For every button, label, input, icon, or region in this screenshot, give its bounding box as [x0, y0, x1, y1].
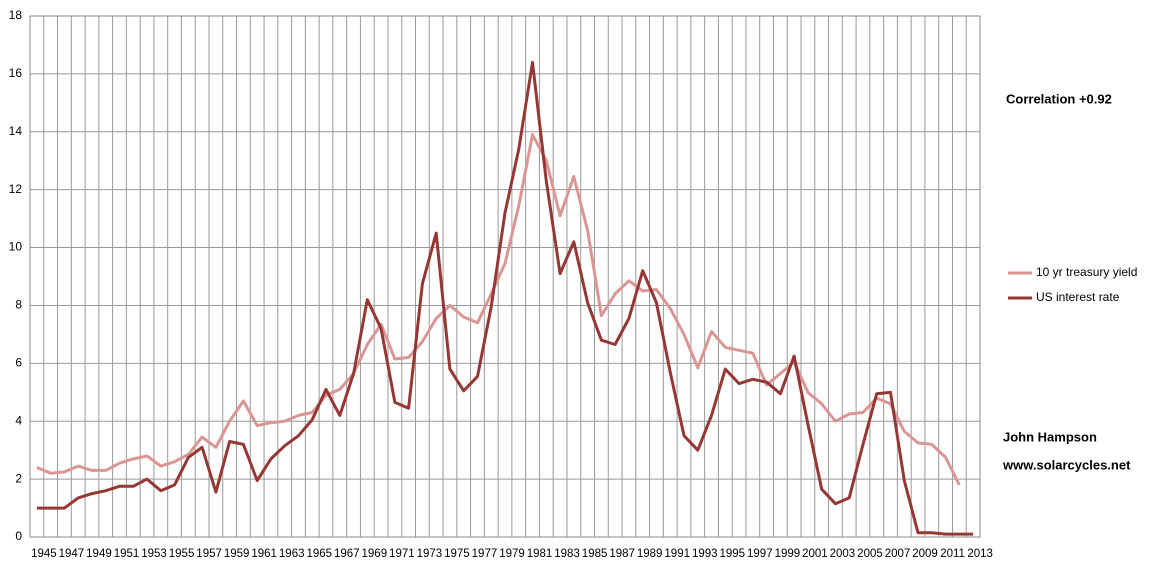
x-tick-label: 1961 [251, 548, 277, 560]
y-tick-label: 10 [9, 240, 23, 254]
y-tick-label: 0 [15, 529, 22, 543]
x-tick-label: 1955 [169, 548, 195, 560]
x-tick-label: 1977 [472, 548, 498, 560]
annotation: Correlation +0.92 [1006, 91, 1112, 106]
x-tick-label: 1971 [389, 548, 415, 560]
y-tick-label: 8 [15, 298, 22, 312]
x-tick-label: 1997 [747, 548, 773, 560]
annotation: John Hampson [1003, 429, 1097, 444]
y-tick-label: 14 [9, 124, 23, 138]
x-tick-label: 1973 [417, 548, 443, 560]
x-tick-label: 1999 [775, 548, 801, 560]
y-tick-label: 18 [9, 8, 23, 22]
y-tick-label: 16 [9, 66, 23, 80]
x-tick-label: 2009 [912, 548, 938, 560]
x-tick-label: 2007 [885, 548, 911, 560]
x-tick-label: 1947 [59, 548, 85, 560]
legend-label: 10 yr treasury yield [1036, 265, 1137, 279]
x-tick-label: 1963 [279, 548, 305, 560]
annotation: www.solarcycles.net [1002, 457, 1131, 472]
x-tick-label: 1953 [141, 548, 167, 560]
y-tick-label: 2 [15, 471, 22, 485]
x-tick-label: 1969 [362, 548, 388, 560]
x-tick-label: 1975 [444, 548, 470, 560]
series-line [36, 133, 961, 486]
legend-label: US interest rate [1036, 290, 1120, 304]
x-tick-label: 2003 [830, 548, 856, 560]
x-tick-label: 1981 [527, 548, 553, 560]
x-tick-label: 2013 [967, 548, 993, 560]
x-tick-label: 1989 [637, 548, 663, 560]
x-tick-label: 1951 [114, 548, 140, 560]
y-tick-label: 12 [9, 182, 23, 196]
x-tick-label: 2005 [857, 548, 883, 560]
x-tick-label: 2011 [940, 548, 965, 560]
x-tick-label: 1949 [86, 548, 112, 560]
x-tick-label: 1983 [554, 548, 580, 560]
x-tick-label: 1967 [334, 548, 360, 560]
x-tick-label: 1991 [664, 548, 690, 560]
x-tick-label: 1993 [692, 548, 718, 560]
plot-border [29, 15, 981, 538]
x-tick-label: 1987 [609, 548, 635, 560]
x-tick-label: 1957 [196, 548, 222, 560]
x-tick-label: 2001 [802, 548, 828, 560]
x-tick-label: 1995 [719, 548, 745, 560]
y-tick-label: 6 [15, 356, 22, 370]
y-tick-label: 4 [15, 413, 22, 427]
x-tick-label: 1985 [582, 548, 608, 560]
x-tick-label: 1965 [306, 548, 332, 560]
series-line [36, 60, 974, 536]
x-tick-label: 1959 [224, 548, 250, 560]
x-tick-label: 1979 [499, 548, 525, 560]
x-tick-label: 1945 [31, 548, 57, 560]
